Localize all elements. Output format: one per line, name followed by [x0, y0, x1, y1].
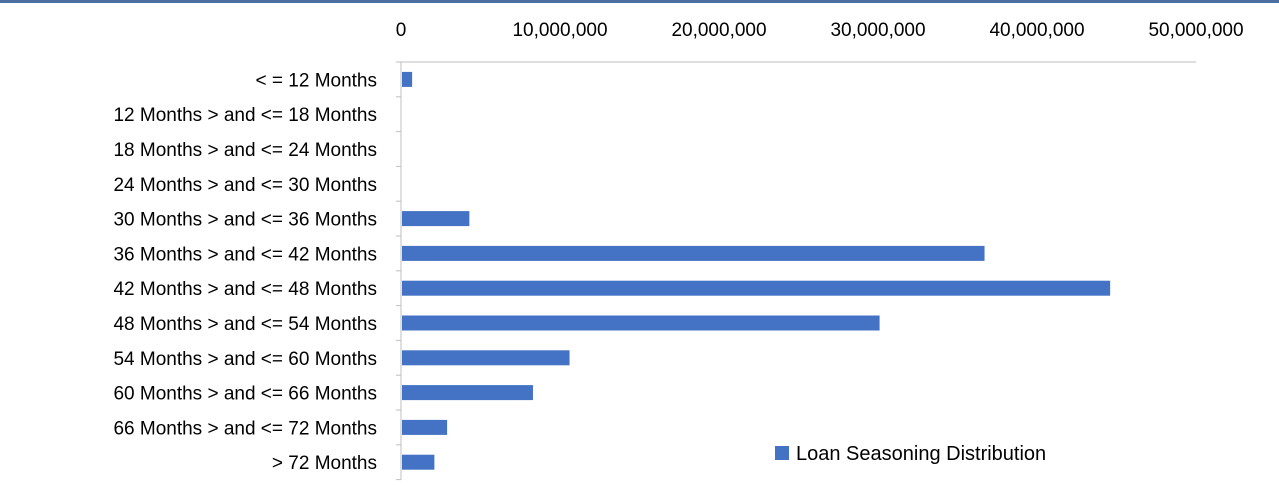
category-label: 36 Months > and <= 42 Months	[113, 244, 377, 265]
bar	[402, 454, 435, 470]
window-top-border	[0, 0, 1279, 3]
category-label: 24 Months > and <= 30 Months	[113, 175, 377, 196]
category-label: 42 Months > and <= 48 Months	[113, 279, 377, 300]
bar	[402, 419, 448, 435]
bar	[402, 385, 533, 401]
x-tick-label: 30,000,000	[830, 20, 925, 41]
category-label: 66 Months > and <= 72 Months	[113, 418, 377, 439]
legend-swatch	[775, 446, 789, 460]
legend-label: Loan Seasoning Distribution	[796, 443, 1046, 465]
x-tick-label: 0	[396, 20, 407, 41]
category-label: 12 Months > and <= 18 Months	[113, 105, 377, 126]
category-labels: < = 12 Months 12 Months > and <= 18 Month…	[113, 70, 377, 474]
bar	[402, 315, 880, 331]
category-label: 48 Months > and <= 54 Months	[113, 314, 377, 335]
x-tick-label: 20,000,000	[671, 20, 766, 41]
category-label: 60 Months > and <= 66 Months	[113, 384, 377, 405]
category-label: 18 Months > and <= 24 Months	[113, 140, 377, 161]
legend: Loan Seasoning Distribution	[775, 443, 1046, 465]
bar	[402, 280, 1111, 296]
bar	[402, 211, 470, 227]
category-label: 54 Months > and <= 60 Months	[113, 349, 377, 370]
x-tick-label: 50,000,000	[1148, 20, 1243, 41]
category-label: > 72 Months	[272, 453, 377, 474]
bars	[402, 71, 1111, 470]
x-axis-ticks: 0 10,000,000 20,000,000 30,000,000 40,000,00…	[396, 20, 1244, 41]
bar	[402, 350, 570, 366]
x-tick-label: 40,000,000	[989, 20, 1084, 41]
bar	[402, 71, 413, 87]
bar	[402, 245, 985, 261]
category-label: < = 12 Months	[256, 70, 377, 91]
category-label: 30 Months > and <= 36 Months	[113, 210, 377, 231]
x-tick-label: 10,000,000	[512, 20, 607, 41]
axes	[396, 61, 1196, 481]
